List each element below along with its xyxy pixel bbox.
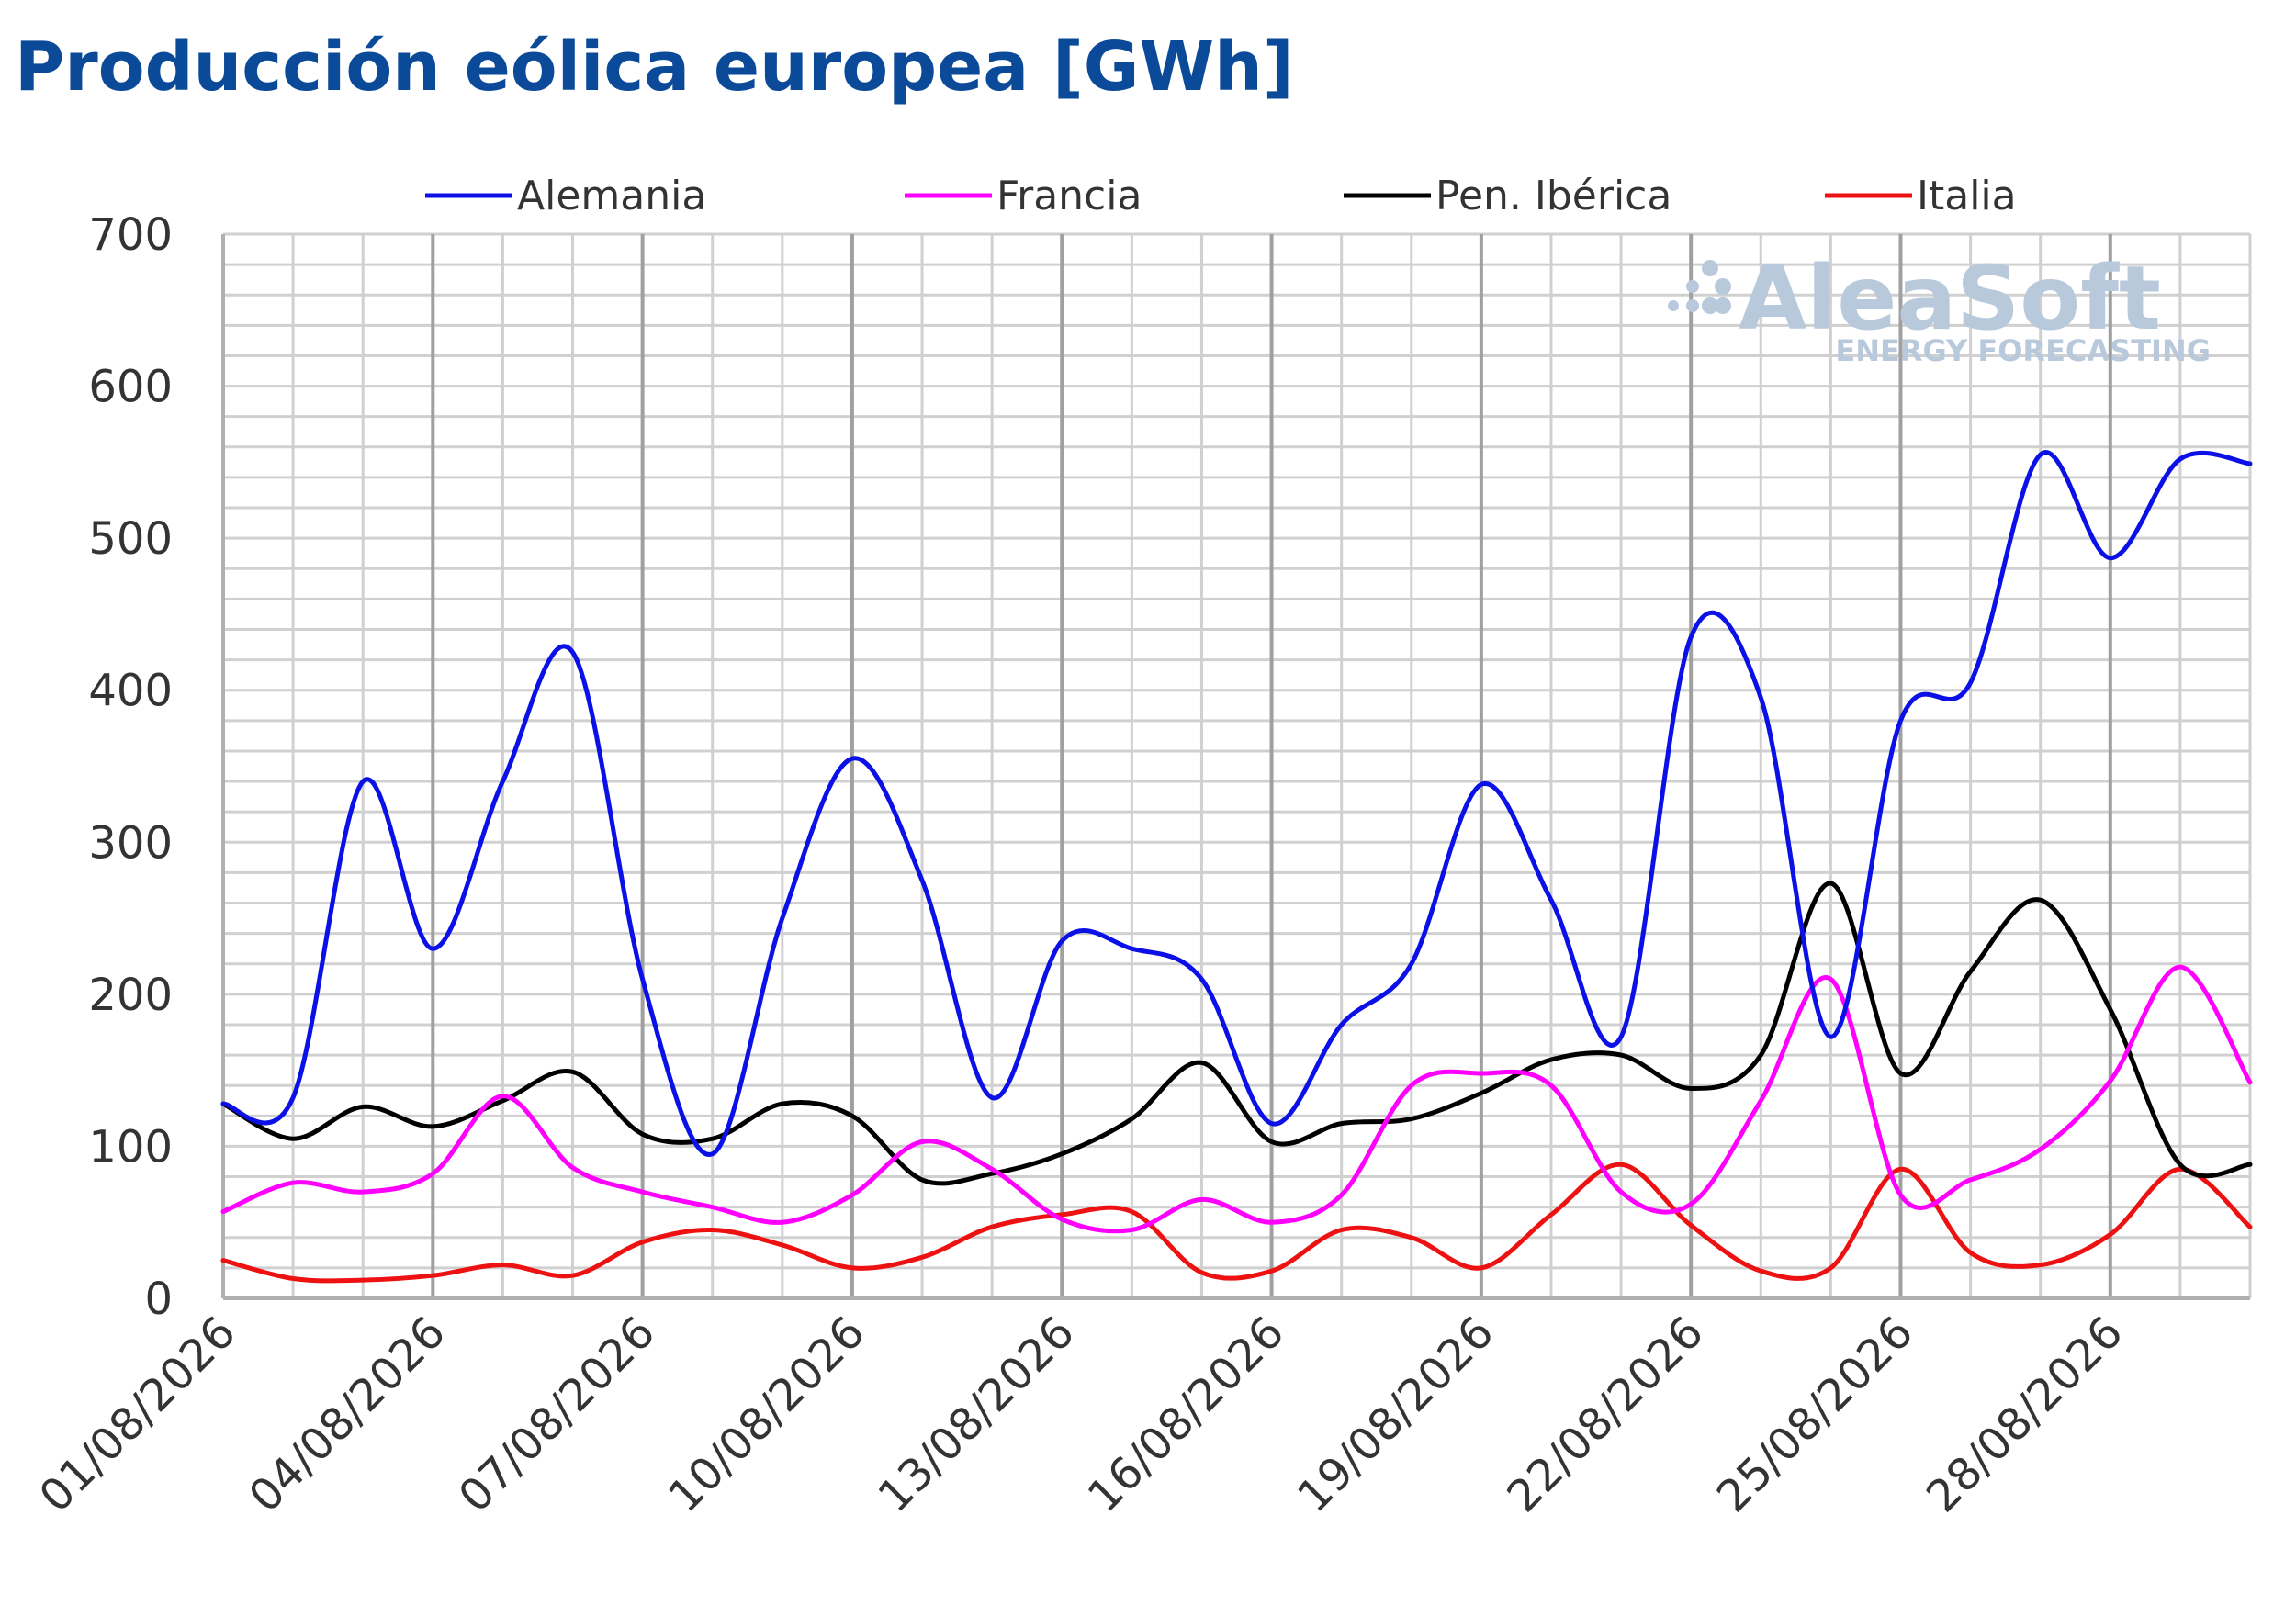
x-axis-labels: 01/08/202604/08/202607/08/202610/08/2026… (29, 1307, 2133, 1522)
y-tick-label: 300 (88, 817, 173, 869)
legend-label-alemania: Alemania (517, 173, 706, 219)
series-line-italia (220, 1162, 2253, 1284)
logo-dot (1686, 299, 1699, 312)
x-tick-label: 13/08/2026 (869, 1307, 1085, 1522)
chart-title: Producción eólica europea [GWh] (15, 28, 1294, 107)
minor-grid (223, 232, 2252, 1298)
logo-dot (1668, 300, 1679, 311)
y-tick-label: 700 (88, 209, 173, 261)
legend: Alemania Francia Pen. Ibérica Italia (425, 173, 2017, 219)
legend-label-pen-ib-rica: Pen. Ibérica (1435, 173, 1671, 219)
x-tick-label: 01/08/2026 (29, 1307, 245, 1522)
legend-label-italia: Italia (1917, 173, 2017, 219)
series-layer (220, 450, 2253, 1284)
x-tick-label: 28/08/2026 (1917, 1307, 2133, 1522)
logo-dot (1715, 297, 1731, 314)
series-line-pen-ib-rica (220, 881, 2253, 1186)
y-tick-label: 500 (88, 513, 173, 565)
major-grid (221, 234, 2112, 1298)
x-tick-label: 16/08/2026 (1078, 1307, 1294, 1522)
y-tick-label: 100 (88, 1121, 173, 1173)
x-tick-label: 07/08/2026 (449, 1307, 665, 1522)
x-tick-label: 22/08/2026 (1497, 1307, 1713, 1522)
x-tick-label: 04/08/2026 (240, 1307, 456, 1522)
y-tick-label: 200 (88, 970, 173, 1021)
x-tick-label: 19/08/2026 (1288, 1307, 1503, 1522)
y-tick-label: 0 (144, 1274, 173, 1325)
x-tick-label: 25/08/2026 (1707, 1307, 1923, 1522)
y-axis-labels: 0 100 200 300 400 500 600 700 (88, 209, 173, 1325)
logo-dot (1686, 280, 1699, 293)
watermark-brand: AleaSoft (1739, 247, 2161, 350)
series-line-alemania (220, 450, 2253, 1157)
y-tick-label: 400 (88, 666, 173, 717)
watermark-tagline: ENERGY FORECASTING (1835, 333, 2211, 368)
logo-dot (1715, 278, 1731, 295)
logo-dot (1702, 260, 1718, 276)
axes (221, 234, 2250, 1300)
logo-dot (1702, 297, 1718, 314)
legend-label-francia: Francia (996, 173, 1142, 219)
x-tick-label: 10/08/2026 (658, 1307, 874, 1522)
series-line-francia (220, 964, 2253, 1234)
y-tick-label: 600 (88, 362, 173, 413)
